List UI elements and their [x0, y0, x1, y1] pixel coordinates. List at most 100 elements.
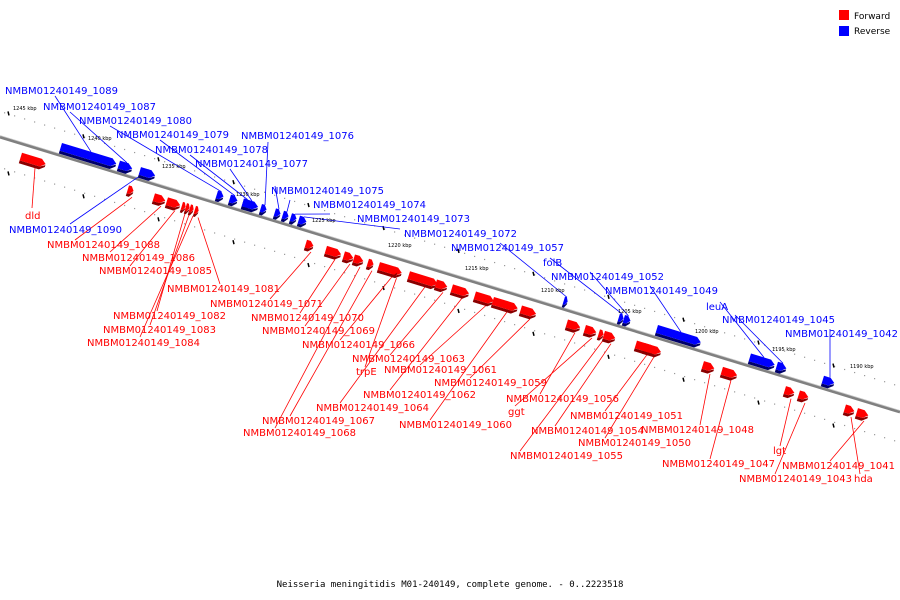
gene-feature-arrow[interactable]	[193, 205, 200, 215]
gene-feature-arrow[interactable]	[19, 152, 47, 168]
gene-feature[interactable]	[272, 208, 282, 220]
gene-label-1052[interactable]: NMBM01240149_1052	[551, 272, 664, 283]
gene-feature[interactable]	[151, 193, 167, 207]
gene-label-1086[interactable]: NMBM01240149_1086	[82, 253, 195, 264]
gene-feature-arrow[interactable]	[855, 408, 870, 419]
gene-feature[interactable]	[18, 152, 47, 171]
gene-feature-arrow[interactable]	[259, 204, 268, 213]
gene-feature-arrow[interactable]	[184, 203, 191, 212]
gene-feature-arrow[interactable]	[59, 142, 118, 168]
gene-feature-arrow[interactable]	[617, 313, 625, 322]
gene-feature[interactable]	[842, 404, 856, 418]
gene-feature[interactable]	[616, 313, 625, 325]
gene-feature-arrow[interactable]	[228, 194, 239, 205]
gene-label-1072[interactable]: NMBM01240149_1072	[404, 229, 517, 240]
gene-feature-arrow[interactable]	[562, 296, 569, 306]
gene-label-1064[interactable]: NMBM01240149_1064	[316, 403, 429, 414]
gene-label-folB[interactable]: folB	[543, 258, 562, 269]
gene-label-leuA[interactable]: leuA	[706, 302, 728, 313]
gene-label-1063[interactable]: NMBM01240149_1063	[352, 354, 465, 365]
gene-label-1057[interactable]: NMBM01240149_1057	[451, 243, 564, 254]
gene-feature-arrow[interactable]	[642, 343, 663, 356]
gene-feature[interactable]	[365, 258, 375, 271]
gene-feature-arrow[interactable]	[701, 361, 716, 372]
gene-feature-arrow[interactable]	[602, 330, 617, 342]
gene-feature-arrow[interactable]	[352, 254, 365, 265]
gene-feature[interactable]	[137, 167, 157, 182]
gene-label-1054[interactable]: NMBM01240149_1054	[531, 426, 644, 437]
gene-feature[interactable]	[564, 319, 582, 335]
gene-feature-arrow[interactable]	[821, 375, 836, 387]
gene-label-1061[interactable]: NMBM01240149_1061	[384, 365, 497, 376]
gene-label-1085[interactable]: NMBM01240149_1085	[99, 266, 212, 277]
gene-feature-arrow[interactable]	[126, 185, 135, 194]
gene-label-1066[interactable]: NMBM01240149_1066	[302, 340, 415, 351]
gene-label-1060[interactable]: NMBM01240149_1060	[399, 420, 512, 431]
gene-feature[interactable]	[596, 329, 605, 341]
gene-feature[interactable]	[601, 330, 617, 345]
gene-label-1056[interactable]: NMBM01240149_1056	[506, 394, 619, 405]
gene-feature[interactable]	[561, 296, 569, 309]
gene-feature-arrow[interactable]	[165, 197, 182, 209]
gene-feature[interactable]	[303, 239, 315, 253]
gene-feature[interactable]	[796, 390, 810, 403]
gene-feature[interactable]	[116, 160, 134, 176]
gene-feature-arrow[interactable]	[289, 213, 298, 222]
gene-label-1059[interactable]: NMBM01240149_1059	[434, 378, 547, 389]
gene-feature-arrow[interactable]	[391, 266, 399, 275]
gene-label-1042[interactable]: NMBM01240149_1042	[785, 329, 898, 340]
gene-label-trpE[interactable]: trpE	[356, 367, 377, 378]
gene-label-1041[interactable]: NMBM01240149_1041	[782, 461, 895, 472]
gene-label-1069[interactable]: NMBM01240149_1069	[262, 326, 375, 337]
gene-feature-arrow[interactable]	[281, 210, 290, 220]
gene-label-1082[interactable]: NMBM01240149_1082	[113, 311, 226, 322]
gene-feature-arrow[interactable]	[273, 208, 282, 217]
gene-feature-arrow[interactable]	[434, 279, 449, 291]
gene-feature[interactable]	[747, 353, 776, 371]
gene-feature[interactable]	[288, 213, 298, 225]
gene-feature-arrow[interactable]	[775, 361, 788, 373]
gene-feature[interactable]	[472, 291, 495, 307]
gene-label-1087[interactable]: NMBM01240149_1087	[43, 102, 156, 113]
gene-label-1050[interactable]: NMBM01240149_1050	[578, 438, 691, 449]
gene-label-1080[interactable]: NMBM01240149_1080	[79, 116, 192, 127]
gene-feature[interactable]	[280, 210, 290, 223]
gene-feature[interactable]	[406, 271, 439, 290]
gene-label-1090[interactable]: NMBM01240149_1090	[9, 225, 122, 236]
gene-feature-arrow[interactable]	[304, 239, 315, 250]
gene-label-1055[interactable]: NMBM01240149_1055	[510, 451, 623, 462]
gene-feature[interactable]	[782, 386, 796, 399]
gene-label-1083[interactable]: NMBM01240149_1083	[103, 325, 216, 336]
gene-feature-arrow[interactable]	[655, 325, 702, 346]
gene-feature[interactable]	[654, 325, 702, 349]
gene-feature[interactable]	[490, 296, 519, 315]
gene-label-1081[interactable]: NMBM01240149_1081	[167, 284, 280, 295]
gene-label-hda[interactable]: hda	[854, 474, 873, 485]
gene-feature-arrow[interactable]	[783, 386, 796, 397]
gene-feature[interactable]	[323, 245, 343, 261]
gene-feature-arrow[interactable]	[407, 271, 439, 287]
gene-feature[interactable]	[854, 408, 870, 422]
gene-feature[interactable]	[258, 204, 268, 216]
gene-feature-arrow[interactable]	[366, 258, 375, 268]
gene-feature-arrow[interactable]	[342, 251, 355, 262]
gene-feature[interactable]	[390, 266, 399, 278]
gene-label-1047[interactable]: NMBM01240149_1047	[662, 459, 775, 470]
gene-feature[interactable]	[164, 197, 182, 212]
gene-feature-arrow[interactable]	[152, 193, 167, 204]
gene-feature[interactable]	[820, 375, 836, 390]
gene-label-1068[interactable]: NMBM01240149_1068	[243, 428, 356, 439]
gene-feature-arrow[interactable]	[622, 314, 632, 325]
gene-feature[interactable]	[641, 343, 663, 359]
gene-feature-arrow[interactable]	[117, 160, 134, 173]
gene-feature[interactable]	[376, 262, 403, 280]
gene-feature[interactable]	[719, 366, 739, 382]
gene-label-1075[interactable]: NMBM01240149_1075	[271, 186, 384, 197]
gene-label-1073[interactable]: NMBM01240149_1073	[357, 214, 470, 225]
gene-feature-arrow[interactable]	[450, 284, 471, 297]
gene-feature-arrow[interactable]	[473, 291, 495, 304]
gene-feature[interactable]	[187, 204, 195, 216]
gene-feature-arrow[interactable]	[583, 325, 598, 336]
gene-feature[interactable]	[774, 361, 788, 375]
gene-feature[interactable]	[125, 185, 135, 197]
